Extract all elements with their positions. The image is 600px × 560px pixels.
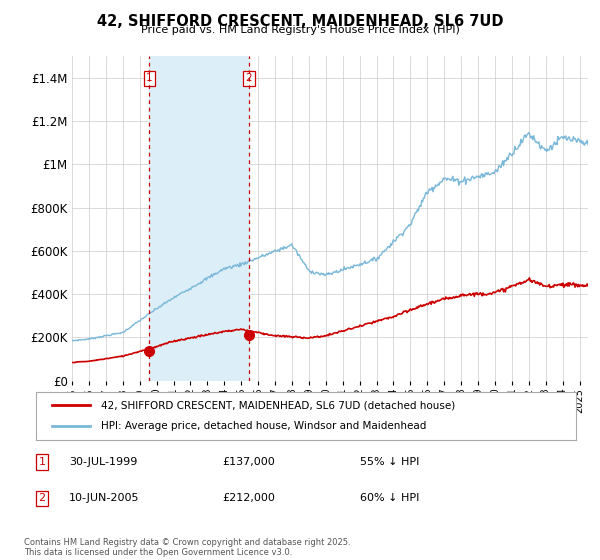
Text: 60% ↓ HPI: 60% ↓ HPI [360,493,419,503]
Text: Contains HM Land Registry data © Crown copyright and database right 2025.
This d: Contains HM Land Registry data © Crown c… [24,538,350,557]
Text: 30-JUL-1999: 30-JUL-1999 [69,457,137,467]
Text: 2: 2 [38,493,46,503]
Text: 2: 2 [245,73,252,83]
Bar [149,56,248,381]
Text: Price paid vs. HM Land Registry's House Price Index (HPI): Price paid vs. HM Land Registry's House … [140,25,460,35]
Text: 1: 1 [38,457,46,467]
Text: £212,000: £212,000 [222,493,275,503]
Text: 10-JUN-2005: 10-JUN-2005 [69,493,139,503]
Text: HPI: Average price, detached house, Windsor and Maidenhead: HPI: Average price, detached house, Wind… [101,421,426,431]
Text: 42, SHIFFORD CRESCENT, MAIDENHEAD, SL6 7UD: 42, SHIFFORD CRESCENT, MAIDENHEAD, SL6 7… [97,14,503,29]
Text: £137,000: £137,000 [222,457,275,467]
Text: 55% ↓ HPI: 55% ↓ HPI [360,457,419,467]
Text: 1: 1 [146,73,153,83]
Text: 42, SHIFFORD CRESCENT, MAIDENHEAD, SL6 7UD (detached house): 42, SHIFFORD CRESCENT, MAIDENHEAD, SL6 7… [101,400,455,410]
